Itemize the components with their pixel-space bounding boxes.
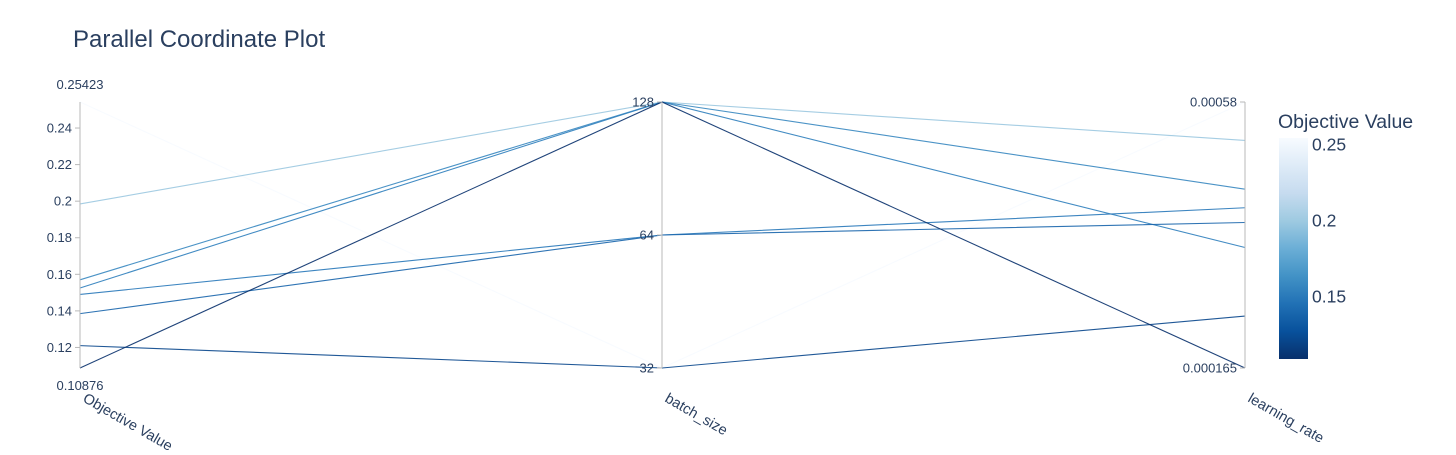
axis-tick-label-objective: 0.22	[47, 157, 72, 172]
axis-tick-label-objective: 0.18	[47, 230, 72, 245]
axis-title-batch_size: batch_size	[662, 391, 730, 440]
colorbar-tick-label: 0.2	[1312, 210, 1336, 230]
axis-title-learning_rate: learning_rate	[1245, 391, 1326, 447]
axis-tick-label-objective: 0.24	[47, 121, 72, 136]
axis-range-max-learning_rate: 0.00058	[1190, 95, 1237, 110]
axis-range-min-learning_rate: 0.000165	[1183, 361, 1237, 376]
axis-tick-label-objective: 0.2	[54, 194, 72, 209]
colorbar-gradient	[1279, 138, 1308, 359]
axis-tick-label-batch_size: 64	[640, 228, 654, 243]
colorbar-tick-label: 0.15	[1312, 286, 1346, 306]
axis-tick-label-batch_size: 128	[632, 95, 654, 110]
colorbar-title: Objective Value	[1278, 111, 1413, 133]
axis-tick-label-objective: 0.16	[47, 267, 72, 282]
axis-range-min-objective: 0.10876	[57, 378, 104, 393]
colorbar: Objective Value 0.15 0.2 0.25	[1278, 111, 1413, 359]
axis-batch_size: 32 64 128 batch_size	[632, 95, 730, 440]
axis-tick-label-objective: 0.14	[47, 303, 72, 318]
chart-title: Parallel Coordinate Plot	[73, 26, 326, 53]
axis-range-max-objective: 0.25423	[57, 77, 104, 92]
axis-tick-label-batch_size: 32	[640, 361, 654, 376]
colorbar-tick-label: 0.25	[1312, 134, 1346, 154]
axis-title-objective: Objective Value	[80, 391, 175, 450]
axis-tick-label-objective: 0.12	[47, 340, 72, 355]
